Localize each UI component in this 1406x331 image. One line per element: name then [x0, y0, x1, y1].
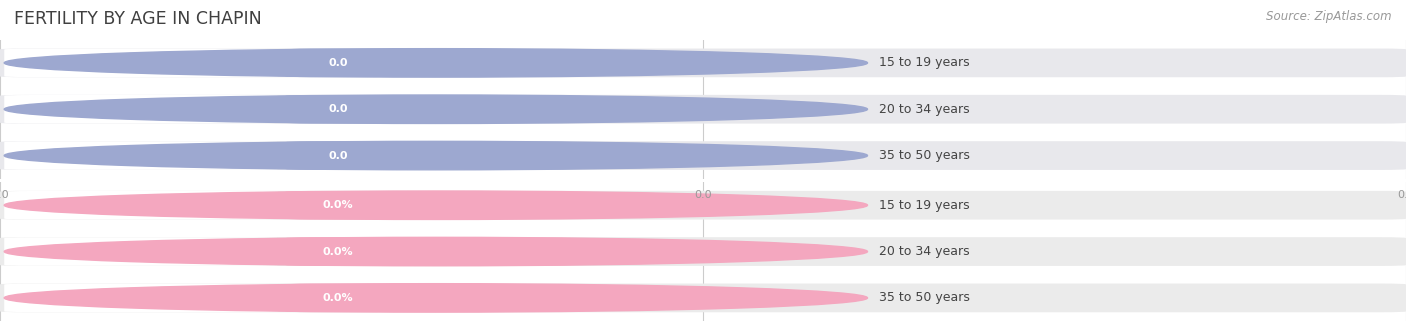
Text: 0.0%: 0.0% [323, 200, 353, 210]
Circle shape [4, 237, 868, 266]
Text: 0.0%: 0.0% [323, 293, 353, 303]
Circle shape [4, 191, 868, 219]
Text: 0.0%: 0.0% [323, 247, 353, 257]
FancyBboxPatch shape [4, 284, 278, 312]
Text: 15 to 19 years: 15 to 19 years [879, 199, 969, 212]
FancyBboxPatch shape [4, 95, 278, 123]
Text: 0.0: 0.0 [329, 104, 347, 114]
FancyBboxPatch shape [0, 141, 1406, 170]
FancyBboxPatch shape [285, 141, 391, 170]
Text: 0.0: 0.0 [329, 58, 347, 68]
FancyBboxPatch shape [0, 95, 1406, 123]
FancyBboxPatch shape [285, 284, 391, 312]
Text: 0.0: 0.0 [695, 190, 711, 200]
FancyBboxPatch shape [285, 237, 391, 266]
FancyBboxPatch shape [4, 49, 278, 77]
Text: 20 to 34 years: 20 to 34 years [879, 245, 969, 258]
Circle shape [4, 49, 868, 77]
Text: 20 to 34 years: 20 to 34 years [879, 103, 969, 116]
FancyBboxPatch shape [4, 141, 278, 170]
FancyBboxPatch shape [4, 237, 278, 266]
FancyBboxPatch shape [285, 191, 391, 219]
Text: 0.0: 0.0 [0, 190, 8, 200]
FancyBboxPatch shape [0, 237, 1406, 266]
FancyBboxPatch shape [0, 49, 1406, 77]
FancyBboxPatch shape [0, 284, 1406, 312]
FancyBboxPatch shape [4, 191, 278, 219]
Circle shape [4, 284, 868, 312]
Text: 35 to 50 years: 35 to 50 years [879, 291, 970, 305]
Text: 35 to 50 years: 35 to 50 years [879, 149, 970, 162]
Circle shape [4, 95, 868, 123]
Circle shape [4, 141, 868, 170]
Text: FERTILITY BY AGE IN CHAPIN: FERTILITY BY AGE IN CHAPIN [14, 10, 262, 28]
Text: 15 to 19 years: 15 to 19 years [879, 56, 969, 70]
FancyBboxPatch shape [285, 95, 391, 123]
Text: Source: ZipAtlas.com: Source: ZipAtlas.com [1267, 10, 1392, 23]
FancyBboxPatch shape [285, 49, 391, 77]
Text: 0.0: 0.0 [1398, 190, 1406, 200]
FancyBboxPatch shape [0, 191, 1406, 219]
Text: 0.0: 0.0 [329, 151, 347, 161]
